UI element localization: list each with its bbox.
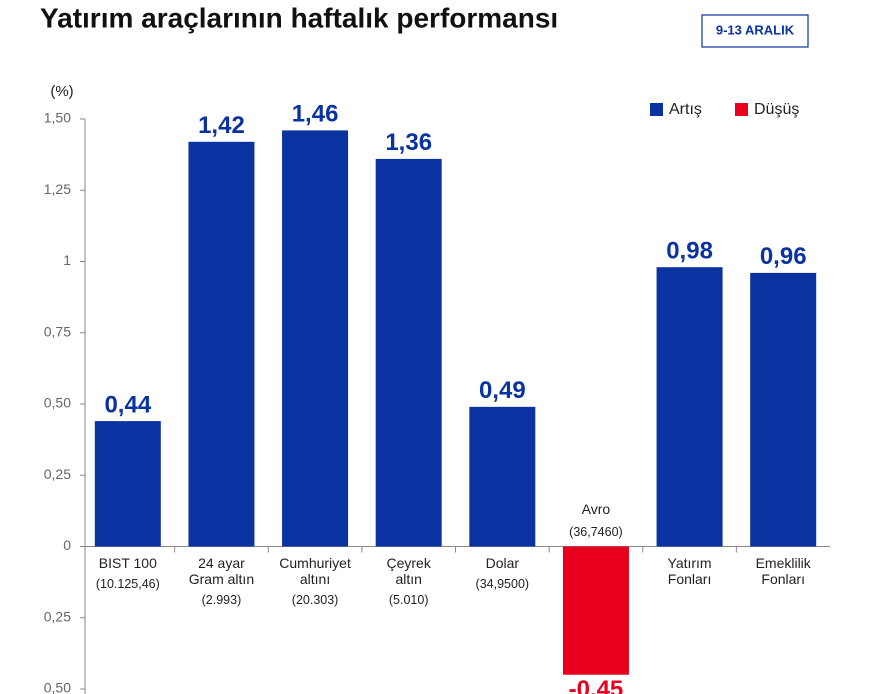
value-label: 0,96: [760, 243, 807, 270]
legend-swatch: [735, 103, 748, 116]
y-tick-label: 0,25: [44, 466, 71, 482]
x-tick-label: Emeklilik: [756, 555, 812, 571]
y-tick-label: 1,50: [44, 110, 71, 126]
value-label: -0,45: [569, 676, 624, 694]
value-label: 1,36: [385, 129, 432, 156]
value-label: 0,98: [666, 238, 713, 265]
bar: [656, 267, 723, 547]
x-tick-label: Fonları: [668, 571, 712, 587]
y-tick-label: 1,25: [44, 181, 71, 197]
x-tick-label: Avro: [582, 501, 611, 517]
bar: [188, 141, 255, 547]
bar: [562, 546, 629, 675]
y-tick-label: 0,50: [44, 395, 71, 411]
value-label: 1,42: [198, 112, 245, 139]
y-tick-label: 0,75: [44, 323, 71, 339]
x-tick-sublabel: (10.125,46): [96, 577, 160, 591]
y-tick-label: 0,25: [44, 608, 71, 624]
x-tick-label: Yatırım: [668, 555, 712, 571]
x-tick-label: 24 ayar: [198, 555, 245, 571]
badge-box: [701, 14, 809, 48]
value-label: 1,46: [292, 101, 339, 128]
value-label: 0,44: [104, 391, 151, 418]
x-tick-label: BIST 100: [99, 555, 157, 571]
y-tick-label: 0: [63, 537, 71, 553]
y-tick-label: 0,50: [44, 680, 71, 694]
x-tick-label: altını: [300, 571, 330, 587]
x-tick-sublabel: (20.303): [292, 593, 339, 607]
x-tick-label: Fonları: [761, 571, 805, 587]
bar: [469, 406, 536, 547]
x-tick-sublabel: (34,9500): [476, 577, 530, 591]
legend-label: Artış: [669, 101, 702, 118]
bar: [750, 272, 817, 547]
legend-swatch: [650, 103, 663, 116]
x-tick-sublabel: (2.993): [202, 593, 242, 607]
legend-label: Düşüş: [754, 101, 799, 118]
badge: 9-13 ARALIK: [716, 22, 795, 37]
x-tick-sublabel: (5.010): [389, 593, 429, 607]
x-tick-sublabel: (36,7460): [569, 525, 623, 539]
x-tick-label: altın: [395, 571, 421, 587]
bar: [375, 158, 442, 547]
bar: [282, 130, 349, 547]
x-tick-label: Dolar: [486, 555, 520, 571]
x-tick-label: Cumhuriyet: [279, 555, 351, 571]
x-tick-label: Gram altın: [189, 571, 254, 587]
y-axis-label: (%): [50, 83, 73, 100]
bar: [94, 421, 161, 547]
y-tick-label: 1: [63, 252, 71, 268]
value-label: 0,49: [479, 377, 526, 404]
x-tick-label: Çeyrek: [387, 555, 432, 571]
chart-title: Yatırım araçlarının haftalık performansı: [40, 2, 558, 33]
